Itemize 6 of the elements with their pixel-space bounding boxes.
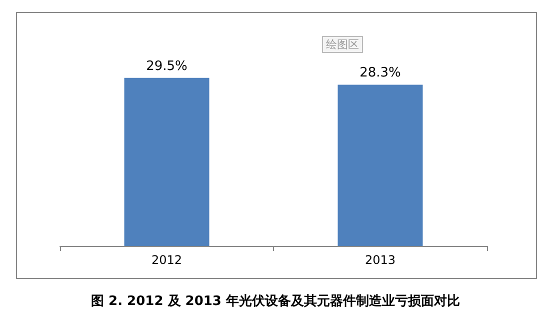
data-label: 29.5% [146,58,188,74]
text: 绘图区 [326,38,359,51]
x-tick-label: 2012 [151,253,182,267]
text: 图 2. 2012 及 2013 年光伏设备及其元器件制造业亏损面对比 [91,294,460,309]
data-label: 28.3% [360,66,401,81]
x-tick-label: 2013 [364,253,396,267]
